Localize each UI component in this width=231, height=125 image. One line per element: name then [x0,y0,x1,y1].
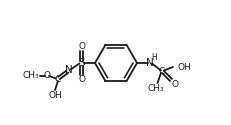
Text: N: N [65,65,73,75]
Text: O: O [171,80,178,89]
Text: H: H [150,54,156,62]
Text: N: N [146,58,153,68]
Text: S: S [78,58,85,68]
Text: CH₃: CH₃ [22,72,39,80]
Text: O: O [78,42,85,51]
Text: OH: OH [177,62,191,72]
Text: CH₃: CH₃ [147,84,164,93]
Text: C: C [158,66,164,76]
Text: O: O [78,75,85,84]
Text: OH: OH [48,91,62,100]
Text: C: C [55,74,61,84]
Text: O: O [43,72,50,80]
